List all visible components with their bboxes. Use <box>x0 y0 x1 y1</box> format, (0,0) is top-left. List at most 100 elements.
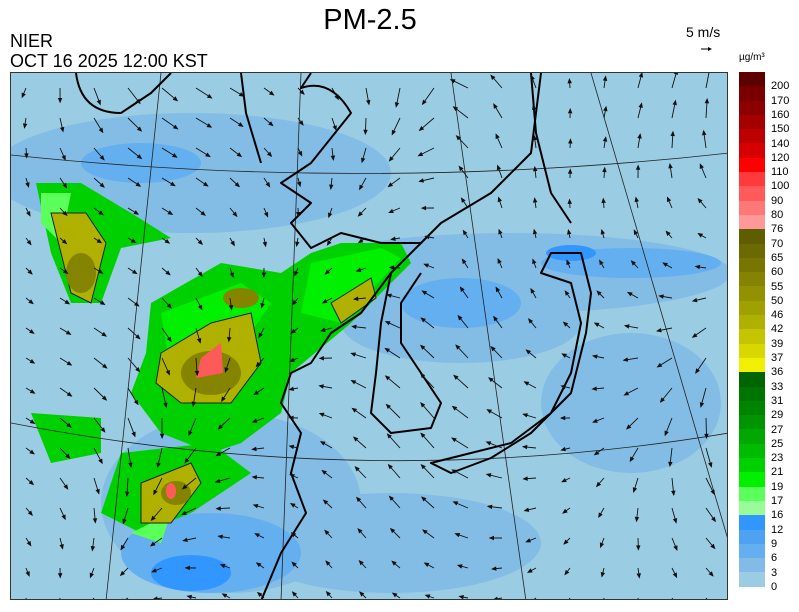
wind-arrow-head <box>133 399 139 406</box>
wind-arrow-head <box>294 270 299 277</box>
wind-arrow-head <box>567 228 572 235</box>
legend-label: 70 <box>771 237 784 250</box>
wind-arrow-head <box>532 197 538 203</box>
wind-arrow-head <box>229 272 234 279</box>
wind-arrow-head <box>391 560 397 566</box>
wind-arrow-head <box>226 336 232 343</box>
wind-arrow-head <box>200 210 206 216</box>
wind-arrow-head <box>622 357 629 362</box>
wind-arrow-head <box>61 514 66 521</box>
wind-arrow-head <box>217 424 224 430</box>
wind-arrow-head <box>120 544 126 551</box>
wind-arrow-head <box>219 564 226 569</box>
wind-arrow-head <box>490 345 496 352</box>
wind-arrow-head <box>260 302 265 309</box>
wind-arrow-head <box>258 332 263 339</box>
wind-arrow-head <box>29 419 36 425</box>
wind-arrow-head <box>656 327 662 333</box>
wind-arrow-head <box>629 456 635 463</box>
legend-label: 100 <box>771 180 790 193</box>
wind-arrow-head <box>25 571 30 577</box>
wind-arrow-head <box>671 490 676 497</box>
wind-arrow-head <box>602 136 608 142</box>
wind-arrow-head <box>253 390 259 396</box>
legend-label: 37 <box>771 352 784 364</box>
wind-arrow-head <box>136 126 143 132</box>
wind-arrow-head <box>196 338 202 344</box>
wind-arrow-head <box>122 518 127 525</box>
wind-arrow-head <box>391 592 398 598</box>
legend-swatch <box>739 486 765 501</box>
wind-arrow-head <box>522 413 528 418</box>
wind-arrow-head <box>97 269 104 274</box>
map-title: PM-2.5 <box>323 4 417 36</box>
wind-arrow-head <box>458 165 464 172</box>
wind-arrow-head <box>525 349 532 355</box>
wind-arrow-head <box>455 344 461 350</box>
wind-arrow-head <box>495 133 500 140</box>
wind-arrow-head <box>163 402 168 409</box>
wind-arrow-head <box>61 239 68 245</box>
legend-label: 27 <box>771 423 784 436</box>
wind-arrow-head <box>634 196 639 203</box>
legend-label: 76 <box>771 223 784 236</box>
legend-label: 55 <box>771 280 784 293</box>
legend-swatch <box>739 129 765 144</box>
wind-arrow-head <box>711 516 716 523</box>
wind-arrow-head <box>165 270 171 276</box>
wind-arrow-head <box>422 529 428 535</box>
wind-arrow-head <box>290 532 297 538</box>
wind-arrow-head <box>215 451 222 457</box>
wind-arrow-head <box>664 430 669 437</box>
wind-arrow-head <box>203 181 209 187</box>
wind-arrow-head <box>391 129 396 136</box>
wind-arrow-head <box>694 264 701 270</box>
wind-arrow-head <box>486 504 493 510</box>
wind-arrow-head <box>171 153 178 158</box>
wind-arrow-head <box>57 98 63 104</box>
wind-arrow-head <box>708 462 713 468</box>
wind-arrow-head <box>65 330 72 335</box>
legend-swatch <box>739 558 765 573</box>
legend-label: 42 <box>771 323 784 336</box>
wind-arrow-head <box>634 516 640 523</box>
wind-arrow-head <box>188 430 193 437</box>
wind-arrow-head <box>198 304 203 311</box>
wind-arrow-head <box>205 152 211 158</box>
legend-swatch <box>739 329 765 344</box>
legend-swatch <box>739 443 765 459</box>
wind-arrow-head <box>318 356 324 361</box>
wind-arrow-head <box>691 297 698 303</box>
wind-arrow-head <box>532 134 538 141</box>
wind-arrow-head <box>62 182 68 189</box>
wind-arrow-head <box>351 324 357 330</box>
wind-arrow-head <box>452 106 459 112</box>
wind-arrow-head <box>27 269 33 275</box>
wind-arrow-head <box>360 157 366 164</box>
wind-arrow-head <box>595 481 602 488</box>
wind-arrow-head <box>451 469 458 474</box>
wind-arrow-head <box>291 561 297 567</box>
legend-swatch <box>739 157 765 173</box>
legend-label: 29 <box>771 409 784 422</box>
wind-arrow-head <box>26 239 32 246</box>
wind-arrow-head <box>251 418 258 423</box>
wind-arrow-head <box>662 262 668 267</box>
wind-arrow-head <box>261 272 267 278</box>
wind-arrow-head <box>321 298 328 304</box>
wind-arrow-head <box>28 299 34 305</box>
wind-arrow <box>705 73 710 89</box>
wind-arrow-head <box>96 99 101 106</box>
wind-arrow-head <box>164 238 171 244</box>
wind-arrow-head <box>292 299 298 306</box>
wind-arrow-head <box>598 512 603 519</box>
wind-arrow-head <box>532 228 538 235</box>
wind-arrow-head <box>384 347 391 353</box>
wind-arrow-head <box>419 372 426 379</box>
wind-arrow-head <box>390 236 396 241</box>
wind-arrow-head <box>384 321 391 326</box>
wind-arrow-head <box>388 265 395 270</box>
unit-label: µg/m³ <box>739 52 765 63</box>
wind-arrow-head <box>462 229 468 236</box>
legend-label: 16 <box>771 509 784 522</box>
